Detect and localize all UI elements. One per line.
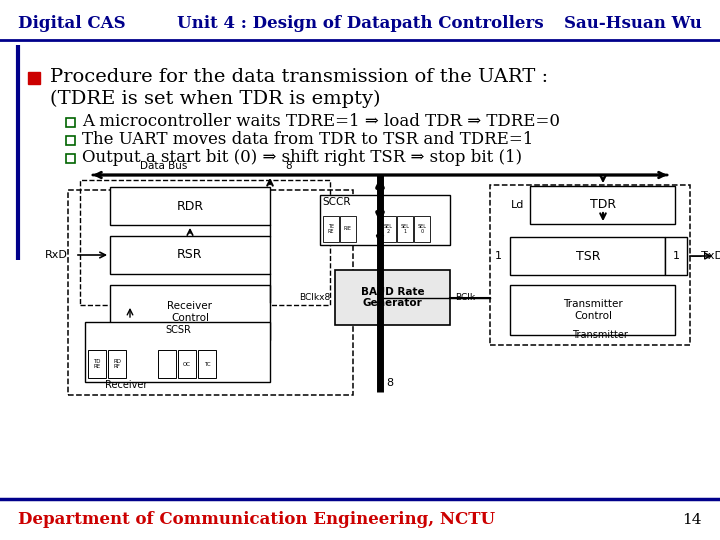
- Bar: [510, 285, 675, 335]
- Bar: [380, 216, 396, 242]
- Text: BAUD Rate
Generator: BAUD Rate Generator: [361, 287, 424, 308]
- Text: SEL
0: SEL 0: [418, 224, 426, 234]
- Bar: [158, 350, 176, 378]
- Text: Transmitter: Transmitter: [572, 330, 628, 340]
- Bar: [108, 350, 126, 378]
- Text: Sau-Hsuan Wu: Sau-Hsuan Wu: [564, 16, 702, 32]
- Text: RDR: RDR: [176, 199, 204, 213]
- Text: RIE: RIE: [344, 226, 352, 232]
- Bar: [88, 350, 106, 378]
- Bar: [85, 322, 270, 382]
- Bar: [665, 237, 687, 275]
- Bar: [340, 216, 356, 242]
- Text: Department of Communication Engineering, NCTU: Department of Communication Engineering,…: [18, 511, 495, 529]
- Bar: [66, 154, 75, 163]
- Bar: [110, 285, 270, 340]
- Text: Ld: Ld: [510, 200, 524, 210]
- Bar: [198, 350, 216, 378]
- Bar: [178, 350, 196, 378]
- Text: TE
RE: TE RE: [328, 224, 334, 234]
- Text: 8: 8: [386, 378, 393, 388]
- Text: —TxD: —TxD: [690, 251, 720, 261]
- Text: SCCR: SCCR: [322, 197, 351, 207]
- Text: A microcontroller waits TDRE=1 ⇒ load TDR ⇒ TDRE=0: A microcontroller waits TDRE=1 ⇒ load TD…: [82, 113, 560, 131]
- Text: Output a start bit (0) ⇒ shift right TSR ⇒ stop bit (1): Output a start bit (0) ⇒ shift right TSR…: [82, 150, 522, 166]
- Bar: [323, 216, 339, 242]
- Bar: [335, 270, 450, 325]
- Text: TC: TC: [204, 361, 210, 367]
- Bar: [530, 186, 675, 224]
- Text: The UART moves data from TDR to TSR and TDRE=1: The UART moves data from TDR to TSR and …: [82, 132, 534, 148]
- Text: SEL
1: SEL 1: [400, 224, 410, 234]
- Bar: [414, 216, 430, 242]
- Text: 1: 1: [495, 251, 502, 261]
- Text: Transmitter
Control: Transmitter Control: [563, 299, 623, 321]
- Bar: [320, 195, 450, 245]
- Bar: [510, 237, 665, 275]
- Bar: [66, 118, 75, 127]
- Text: RxD: RxD: [45, 250, 68, 260]
- Text: Receiver: Receiver: [105, 380, 148, 390]
- Text: Digital CAS: Digital CAS: [18, 16, 125, 32]
- Text: SCSR: SCSR: [165, 325, 191, 335]
- Text: BCIk: BCIk: [455, 293, 475, 302]
- Text: OC: OC: [183, 361, 191, 367]
- Text: (TDRE is set when TDR is empty): (TDRE is set when TDR is empty): [50, 90, 380, 108]
- Text: Data Bus: Data Bus: [140, 161, 187, 171]
- Text: 8: 8: [285, 161, 292, 171]
- Bar: [66, 136, 75, 145]
- Text: Receiver
Control: Receiver Control: [168, 301, 212, 323]
- Bar: [28, 72, 40, 84]
- Text: RD
RF: RD RF: [113, 359, 121, 369]
- Bar: [110, 236, 270, 274]
- Bar: [397, 216, 413, 242]
- Text: TDR: TDR: [590, 199, 616, 212]
- Text: RSR: RSR: [177, 248, 203, 261]
- Text: TSR: TSR: [576, 249, 600, 262]
- Text: 1: 1: [672, 251, 680, 261]
- Text: Procedure for the data transmission of the UART :: Procedure for the data transmission of t…: [50, 68, 548, 86]
- Text: TD
RE: TD RE: [94, 359, 101, 369]
- Text: BCIkx8: BCIkx8: [299, 293, 330, 302]
- Bar: [110, 187, 270, 225]
- Text: 14: 14: [683, 513, 702, 527]
- Text: Unit 4 : Design of Datapath Controllers: Unit 4 : Design of Datapath Controllers: [176, 16, 544, 32]
- Text: SEL
2: SEL 2: [384, 224, 392, 234]
